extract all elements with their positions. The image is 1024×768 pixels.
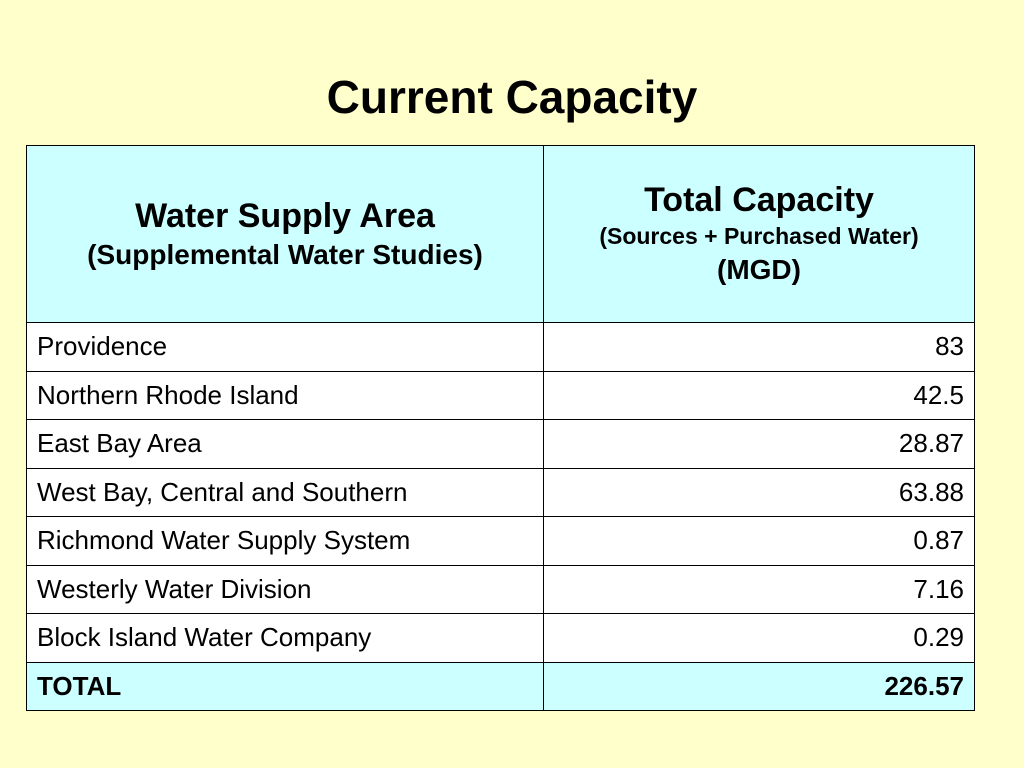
header-capacity-unit: (MGD) xyxy=(717,254,801,285)
total-label: TOTAL xyxy=(26,661,544,711)
total-capacity: 226.57 xyxy=(543,661,975,711)
row-capacity: 0.87 xyxy=(543,516,975,566)
header-water-supply-area: Water Supply Area (Supplemental Water St… xyxy=(26,145,544,323)
row-capacity: 0.29 xyxy=(543,613,975,663)
header-area-sub: (Supplemental Water Studies) xyxy=(87,239,483,270)
slide-title: Current Capacity xyxy=(326,71,698,123)
header-area-main: Water Supply Area xyxy=(135,197,435,235)
row-area: West Bay, Central and Southern xyxy=(26,467,544,517)
capacity-table: Water Supply Area (Supplemental Water St… xyxy=(26,145,975,711)
row-capacity: 83 xyxy=(543,322,975,372)
header-capacity-sub: (Sources + Purchased Water) xyxy=(599,223,919,249)
row-capacity: 63.88 xyxy=(543,467,975,517)
row-capacity: 28.87 xyxy=(543,419,975,469)
row-area: Block Island Water Company xyxy=(26,613,544,663)
table-row: Richmond Water Supply System 0.87 xyxy=(26,516,975,566)
row-capacity: 7.16 xyxy=(543,564,975,614)
header-capacity-main: Total Capacity xyxy=(644,181,874,219)
table-row: Northern Rhode Island 42.5 xyxy=(26,370,975,420)
row-area: East Bay Area xyxy=(26,419,544,469)
table-row: Providence 83 xyxy=(26,322,975,372)
table-row: West Bay, Central and Southern 63.88 xyxy=(26,467,975,517)
header-total-capacity: Total Capacity (Sources + Purchased Wate… xyxy=(543,145,975,323)
table-row: East Bay Area 28.87 xyxy=(26,419,975,469)
total-row: TOTAL 226.57 xyxy=(26,661,975,711)
table-row: Westerly Water Division 7.16 xyxy=(26,564,975,614)
table-header-row: Water Supply Area (Supplemental Water St… xyxy=(26,145,975,323)
row-area: Richmond Water Supply System xyxy=(26,516,544,566)
row-area: Westerly Water Division xyxy=(26,564,544,614)
table-row: Block Island Water Company 0.29 xyxy=(26,613,975,663)
row-area: Northern Rhode Island xyxy=(26,370,544,420)
row-capacity: 42.5 xyxy=(543,370,975,420)
row-area: Providence xyxy=(26,322,544,372)
